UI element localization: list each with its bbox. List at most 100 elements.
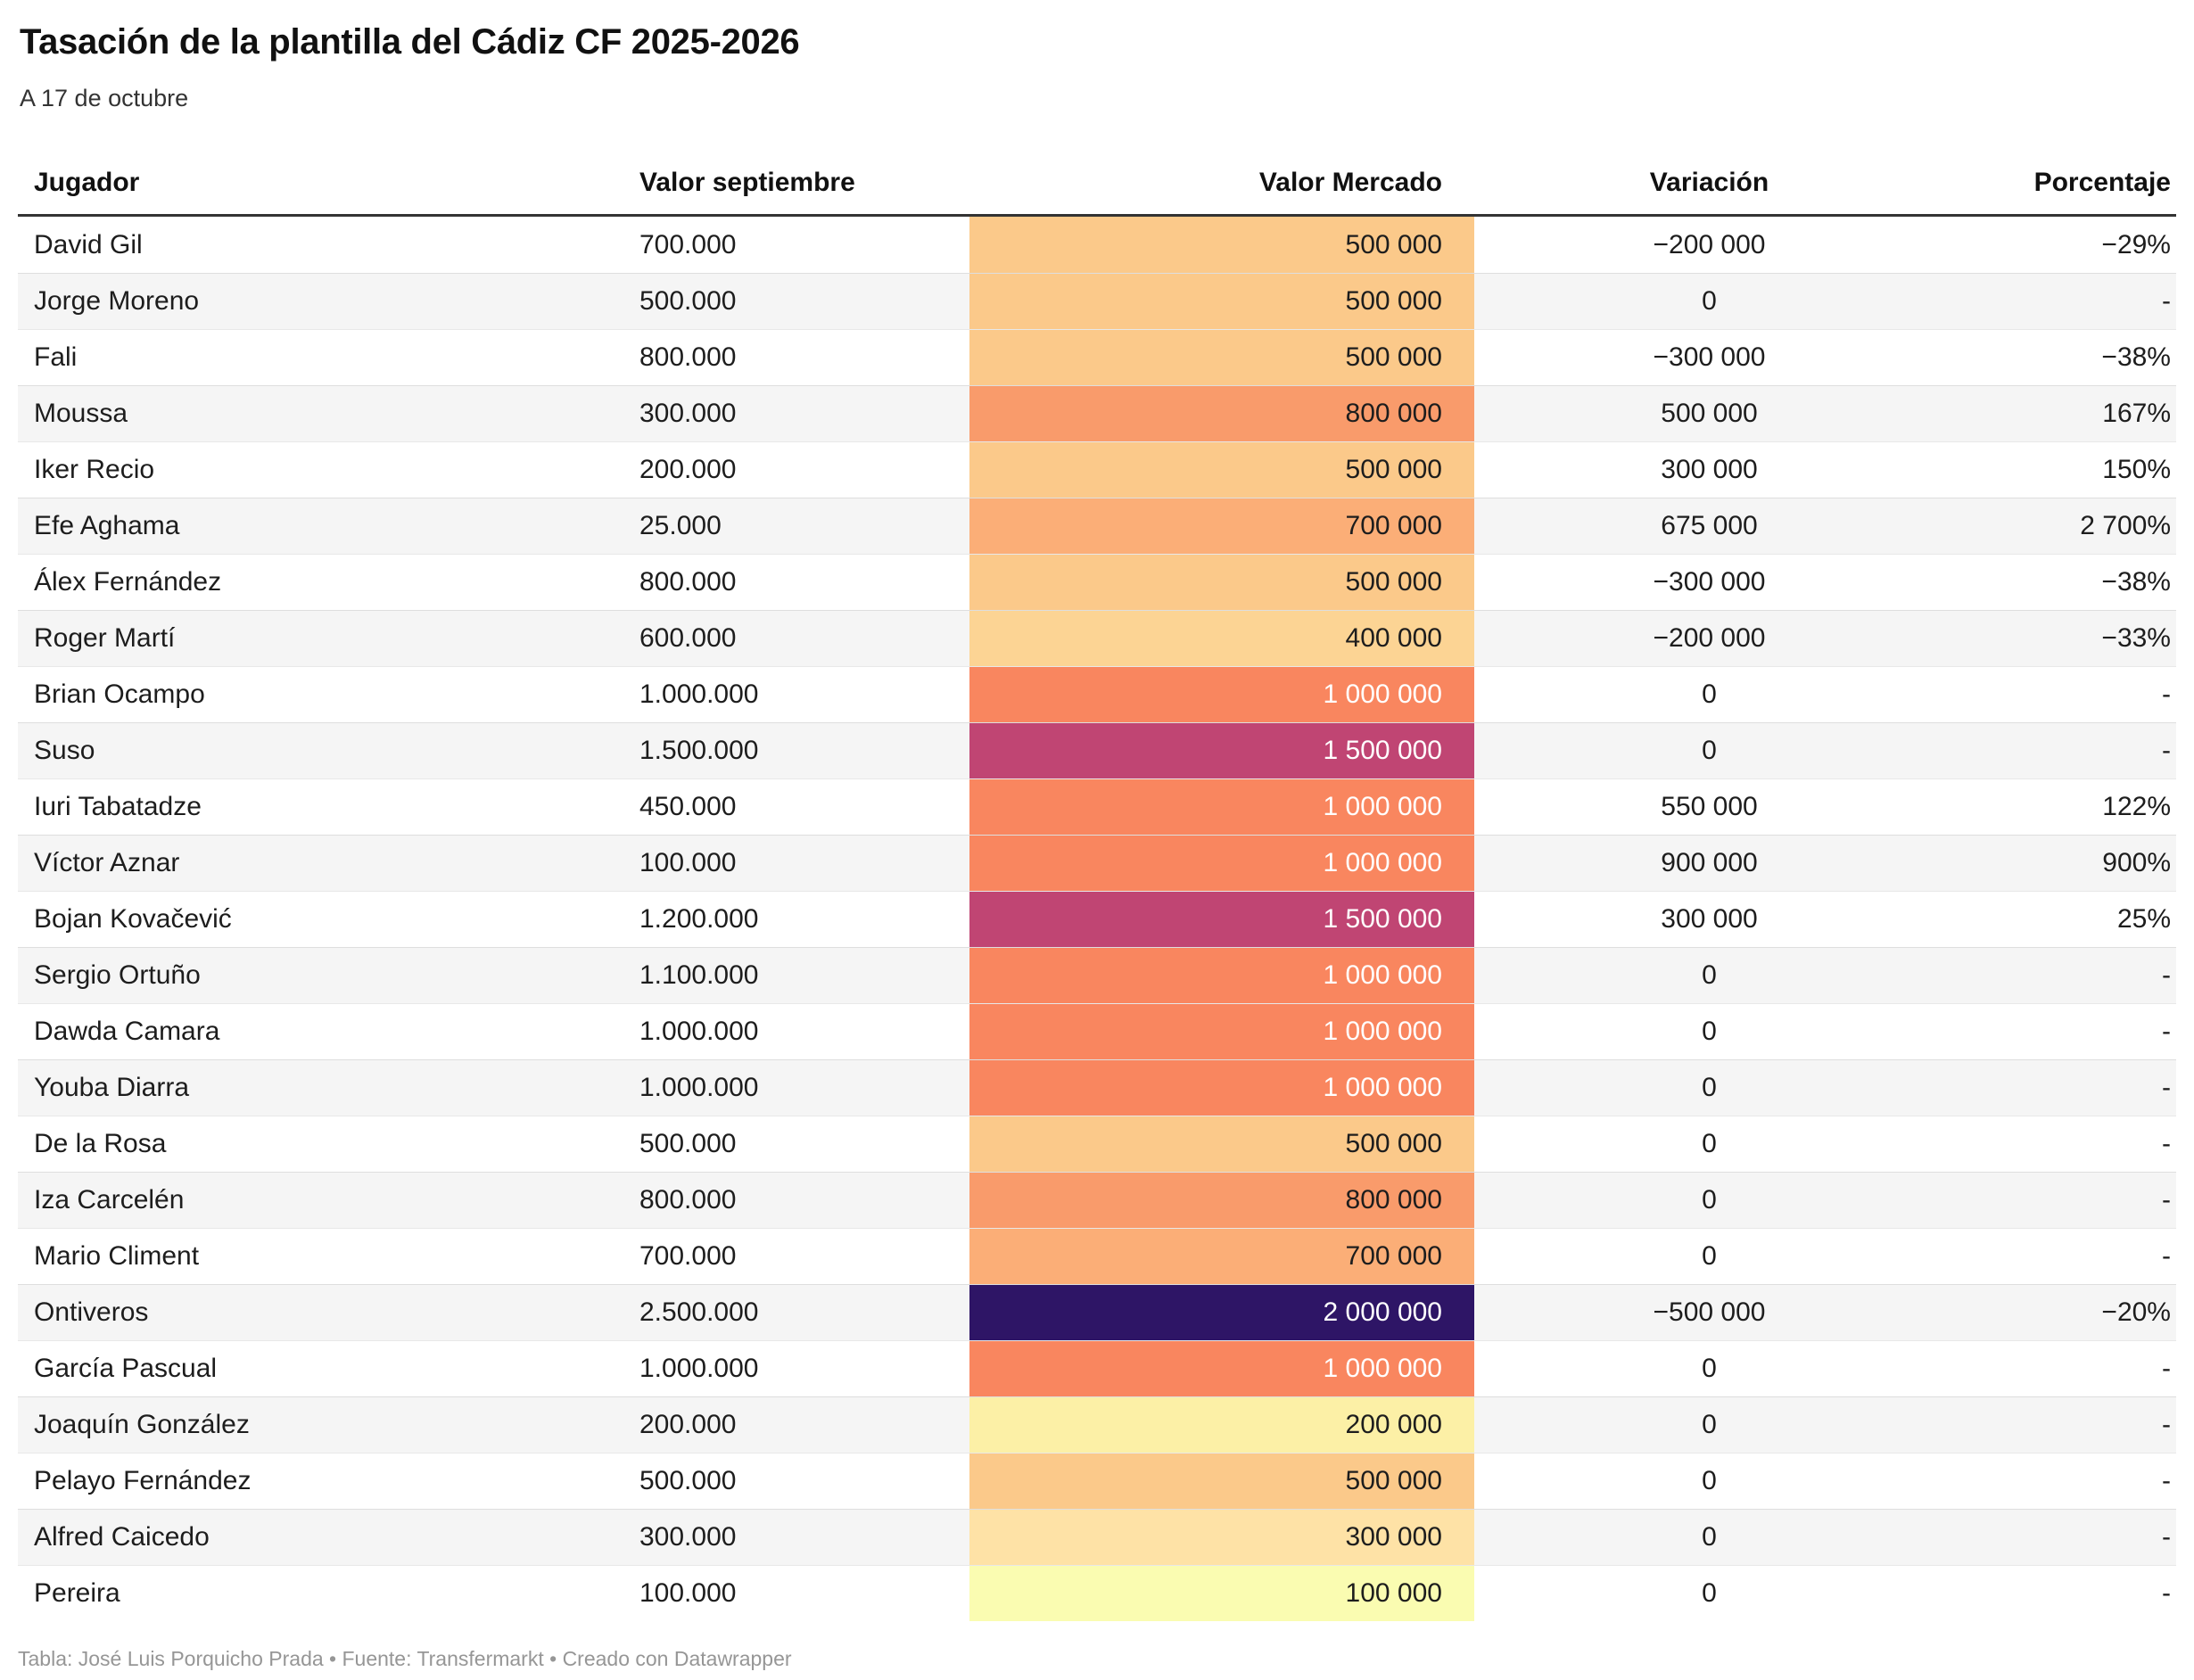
page-subtitle: A 17 de octubre — [20, 85, 189, 111]
cell-valor-mercado-heatmap: 400 000 — [969, 611, 1474, 666]
cell-player: Pereira — [34, 1578, 120, 1608]
cell-variacion: −300 000 — [1653, 342, 1766, 372]
cell-porcentaje: −38% — [2101, 567, 2171, 597]
cell-porcentaje: - — [2162, 1017, 2171, 1046]
cell-player: Alfred Caicedo — [34, 1522, 210, 1552]
table-row: Iker Recio 200.000 500 000 300 000 150% — [18, 441, 2176, 498]
cell-player: García Pascual — [34, 1354, 218, 1383]
cell-player: Sergio Ortuño — [34, 960, 201, 990]
cell-porcentaje: - — [2162, 1410, 2171, 1439]
table-row: Iza Carcelén 800.000 800 000 0 - — [18, 1172, 2176, 1228]
page-title: Tasación de la plantilla del Cádiz CF 20… — [20, 22, 800, 62]
cell-valor-septiembre: 1.500.000 — [639, 736, 759, 765]
cell-player: David Gil — [34, 229, 143, 259]
cell-valor-septiembre: 100.000 — [639, 1578, 737, 1608]
cell-variacion: 0 — [1702, 1241, 1717, 1271]
column-header-variacion: Variación — [1649, 168, 1769, 197]
cell-valor-septiembre: 800.000 — [639, 342, 737, 372]
cell-variacion: 500 000 — [1661, 399, 1758, 428]
cell-player: Mario Climent — [34, 1241, 200, 1271]
cell-valor-mercado-heatmap: 500 000 — [969, 1116, 1474, 1172]
cell-porcentaje: - — [2162, 679, 2171, 709]
cell-porcentaje: - — [2162, 1073, 2171, 1102]
cell-variacion: 0 — [1702, 960, 1717, 990]
table-row: Bojan Kovačević 1.200.000 1 500 000 300 … — [18, 891, 2176, 947]
cell-valor-septiembre: 450.000 — [639, 792, 737, 821]
cell-valor-septiembre: 200.000 — [639, 1410, 737, 1439]
table-row: Brian Ocampo 1.000.000 1 000 000 0 - — [18, 666, 2176, 722]
cell-player: Jorge Moreno — [34, 286, 200, 316]
column-header-jugador: Jugador — [34, 168, 140, 197]
table-row: Suso 1.500.000 1 500 000 0 - — [18, 722, 2176, 778]
cell-valor-septiembre: 300.000 — [639, 399, 737, 428]
cell-valor-mercado-heatmap: 700 000 — [969, 498, 1474, 554]
cell-player: Ontiveros — [34, 1297, 149, 1327]
table-row: Pelayo Fernández 500.000 500 000 0 - — [18, 1453, 2176, 1509]
cell-valor-mercado-heatmap: 1 000 000 — [969, 1004, 1474, 1059]
cell-porcentaje: 122% — [2102, 792, 2171, 821]
table-row: Jorge Moreno 500.000 500 000 0 - — [18, 273, 2176, 329]
table-row: Álex Fernández 800.000 500 000 −300 000 … — [18, 554, 2176, 610]
table-row: Dawda Camara 1.000.000 1 000 000 0 - — [18, 1003, 2176, 1059]
cell-valor-mercado-heatmap: 1 000 000 — [969, 836, 1474, 891]
cell-valor-septiembre: 100.000 — [639, 848, 737, 877]
cell-valor-mercado-heatmap: 500 000 — [969, 330, 1474, 385]
cell-variacion: 300 000 — [1661, 904, 1758, 934]
cell-player: Dawda Camara — [34, 1017, 220, 1046]
table-row: Fali 800.000 500 000 −300 000 −38% — [18, 329, 2176, 385]
cell-valor-mercado-heatmap: 1 000 000 — [969, 667, 1474, 722]
table-row: Sergio Ortuño 1.100.000 1 000 000 0 - — [18, 947, 2176, 1003]
cell-valor-mercado-heatmap: 300 000 — [969, 1510, 1474, 1565]
cell-valor-septiembre: 1.000.000 — [639, 1354, 759, 1383]
cell-valor-septiembre: 700.000 — [639, 229, 737, 259]
cell-porcentaje: 167% — [2102, 399, 2171, 428]
table-row: Ontiveros 2.500.000 2 000 000 −500 000 −… — [18, 1284, 2176, 1340]
cell-porcentaje: - — [2162, 1466, 2171, 1495]
cell-player: Efe Aghama — [34, 511, 180, 540]
cell-valor-mercado-heatmap: 800 000 — [969, 386, 1474, 441]
cell-player: Bojan Kovačević — [34, 904, 232, 934]
cell-valor-septiembre: 500.000 — [639, 1129, 737, 1158]
column-header-valor-mercado: Valor Mercado — [1258, 168, 1442, 197]
table-row: Youba Diarra 1.000.000 1 000 000 0 - — [18, 1059, 2176, 1116]
cell-porcentaje: - — [2162, 960, 2171, 990]
table-row: Iuri Tabatadze 450.000 1 000 000 550 000… — [18, 778, 2176, 835]
cell-variacion: −200 000 — [1653, 229, 1766, 259]
cell-valor-mercado-heatmap: 1 500 000 — [969, 892, 1474, 947]
cell-valor-mercado-heatmap: 1 500 000 — [969, 723, 1474, 778]
cell-player: Roger Martí — [34, 623, 176, 653]
cell-porcentaje: 150% — [2102, 455, 2171, 484]
cell-variacion: −200 000 — [1653, 623, 1766, 653]
cell-variacion: 550 000 — [1661, 792, 1758, 821]
cell-variacion: 0 — [1702, 1017, 1717, 1046]
cell-variacion: 0 — [1702, 1466, 1717, 1495]
cell-variacion: 0 — [1702, 1185, 1717, 1215]
cell-valor-septiembre: 500.000 — [639, 286, 737, 316]
cell-valor-mercado-heatmap: 1 000 000 — [969, 1060, 1474, 1116]
cell-player: Pelayo Fernández — [34, 1466, 252, 1495]
cell-valor-mercado-heatmap: 500 000 — [969, 274, 1474, 329]
cell-variacion: 0 — [1702, 1578, 1717, 1608]
cell-porcentaje: −20% — [2101, 1297, 2171, 1327]
cell-variacion: 900 000 — [1661, 848, 1758, 877]
table-body: David Gil 700.000 500 000 −200 000 −29% … — [18, 217, 2176, 1621]
cell-porcentaje: - — [2162, 1522, 2171, 1552]
table-row: Roger Martí 600.000 400 000 −200 000 −33… — [18, 610, 2176, 666]
cell-valor-mercado-heatmap: 500 000 — [969, 217, 1474, 273]
cell-porcentaje: 900% — [2102, 848, 2171, 877]
cell-player: Iza Carcelén — [34, 1185, 185, 1215]
cell-valor-septiembre: 1.000.000 — [639, 1017, 759, 1046]
cell-player: De la Rosa — [34, 1129, 167, 1158]
cell-valor-mercado-heatmap: 1 000 000 — [969, 779, 1474, 835]
cell-player: Joaquín González — [34, 1410, 250, 1439]
cell-valor-septiembre: 200.000 — [639, 455, 737, 484]
table-row: Efe Aghama 25.000 700 000 675 000 2 700% — [18, 498, 2176, 554]
cell-valor-septiembre: 800.000 — [639, 567, 737, 597]
cell-porcentaje: 25% — [2116, 904, 2171, 934]
cell-porcentaje: −38% — [2101, 342, 2171, 372]
table-row: Joaquín González 200.000 200 000 0 - — [18, 1396, 2176, 1453]
table-header-row: Jugador Valor septiembre Valor Mercado V… — [18, 148, 2176, 217]
cell-player: Iker Recio — [34, 455, 155, 484]
cell-valor-mercado-heatmap: 2 000 000 — [969, 1285, 1474, 1340]
table-row: Moussa 300.000 800 000 500 000 167% — [18, 385, 2176, 441]
